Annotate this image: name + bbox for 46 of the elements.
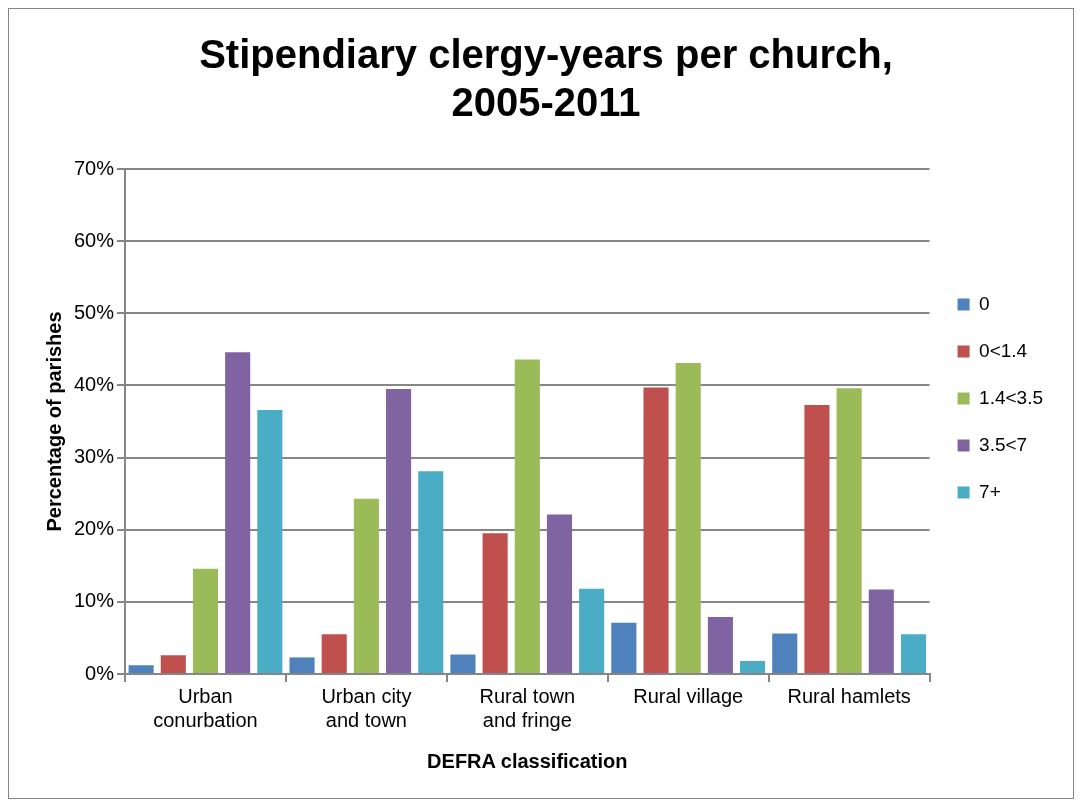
bar [128,665,154,673]
y-tick-label: 30% [74,445,115,468]
bar [450,654,476,673]
bar [836,388,862,673]
y-tick-label: 0% [85,661,115,684]
bar [611,622,637,673]
bar [418,471,444,673]
y-axis-title: Percentage of parishes [42,311,65,532]
bar [868,589,894,673]
y-tick-label: 40% [74,372,115,395]
legend-label: 0 [979,292,990,314]
bar [353,498,379,673]
bar [900,634,927,673]
y-tick-label: 50% [74,300,115,323]
bar [579,588,605,673]
bar [386,389,412,673]
x-tick-label: Rural village [633,684,744,707]
bar [643,387,669,673]
bar [482,533,508,673]
x-tick-label: Urban city and town [321,684,412,731]
y-tick-label: 70% [74,156,115,179]
bar [675,363,701,673]
bar [740,661,766,673]
chart-title: Stipendiary clergy-years per church, 2005-2011 [199,32,893,125]
bar [160,655,186,673]
legend-label: 0<1.4 [979,339,1028,361]
bar [546,514,573,673]
y-tick-label: 60% [74,228,115,251]
bar [804,404,830,673]
bar [707,617,733,673]
bar [514,359,540,673]
x-tick-label: Urban conurbation [153,684,258,731]
x-tick-label: Rural hamlets [787,684,911,707]
bar [321,634,347,673]
bar [192,568,219,673]
y-tick-label: 20% [74,517,115,540]
x-tick-label: Rural town and fringe [479,684,576,731]
bar [289,657,315,673]
bar [257,409,283,673]
legend-label: 7+ [979,480,1001,502]
y-tick-label: 10% [74,589,115,612]
bar [772,633,798,673]
legend-label: 3.5<7 [979,433,1028,455]
bar [225,352,251,673]
legend-label: 1.4<3.5 [979,386,1043,408]
x-axis-title: DEFRA classification [427,749,628,772]
